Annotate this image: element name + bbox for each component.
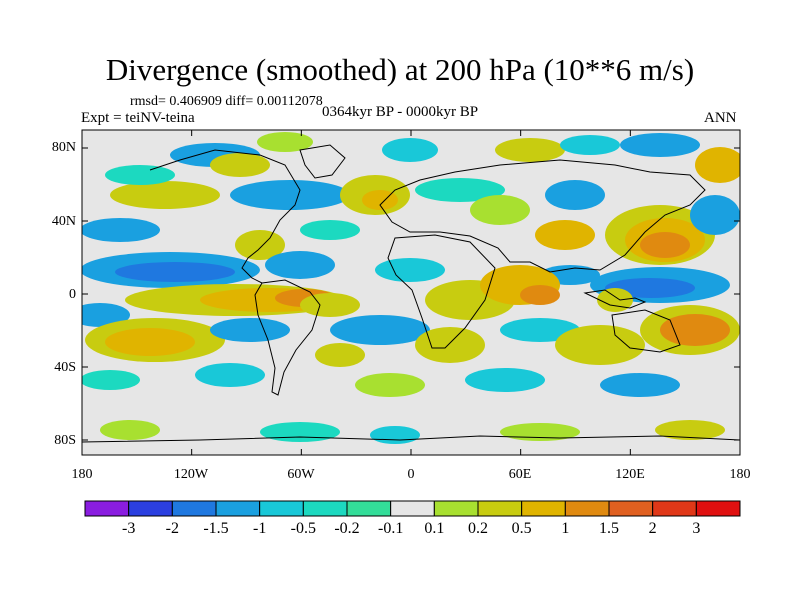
colorbar-label: -3 [121, 520, 136, 537]
coastlines [82, 144, 740, 443]
colorbar-label: 0.1 [424, 520, 445, 537]
contour-pos [655, 420, 725, 440]
colorbar-label: 0.2 [468, 520, 488, 537]
antarctica-coast [82, 435, 740, 443]
contour-neg [82, 303, 130, 327]
eurasia-coast [379, 159, 706, 273]
colorbar-label: 2 [648, 520, 657, 537]
contour-neg [115, 262, 235, 282]
lat-label: 0 [69, 287, 76, 302]
colorbar-swatch [433, 500, 479, 517]
indonesia-coast [583, 289, 647, 309]
lat-label: 40N [51, 214, 76, 229]
contour-pos [640, 232, 690, 258]
contour-neg [465, 368, 545, 392]
contour-neg [105, 165, 175, 185]
colorbar-swatch [84, 500, 130, 517]
lon-label: 180 [729, 467, 751, 482]
contour-neg [600, 373, 680, 397]
contour-pos [235, 230, 285, 260]
north-america-coast [149, 149, 301, 284]
australia-coast [611, 309, 681, 353]
plot-title: Divergence (smoothed) at 200 hPa (10**6 … [105, 52, 695, 87]
south-america-coast [254, 279, 321, 396]
stats-label: rmsd= 0.406909 diff= 0.00112078 [130, 94, 323, 109]
lat-label: 40S [54, 360, 76, 375]
contour-neg [82, 370, 140, 390]
colorbar-swatch [302, 500, 348, 517]
contour-neg [375, 258, 445, 282]
colorbar-swatch [215, 500, 261, 517]
axis-ticks [81, 130, 741, 455]
contour-neg [382, 138, 438, 162]
colorbar-swatch [259, 500, 304, 517]
lon-label: 120W [173, 467, 209, 482]
contour-neg [690, 195, 740, 235]
contour-pos [100, 420, 160, 440]
colorbar-label: -2 [165, 520, 179, 537]
africa-coast [387, 234, 496, 349]
colorbar-swatch [608, 500, 654, 517]
contour-neg [265, 251, 335, 279]
contour-pos [110, 181, 220, 209]
contour-neg [560, 135, 620, 155]
period-label: 0364kyr BP - 0000kyr BP [322, 104, 479, 120]
contour-pos [535, 220, 595, 250]
contour-neg [195, 363, 265, 387]
greenland-coast [299, 144, 346, 179]
contour-neg [300, 220, 360, 240]
colorbar-swatch [521, 500, 566, 517]
contour-neg [260, 422, 340, 442]
contour-neg [620, 133, 700, 157]
contour-neg [210, 318, 290, 342]
lon-label: 0 [407, 467, 415, 482]
lat-label: 80N [51, 140, 76, 155]
colorbar-swatch [695, 500, 741, 517]
experiment-label: Expt = teiNV-teina [81, 110, 195, 126]
contour-pos [257, 132, 313, 152]
contour-pos [555, 325, 645, 365]
lon-label: 120E [615, 467, 645, 482]
contour-fields [82, 132, 740, 444]
season-label: ANN [704, 110, 737, 126]
contour-neg [545, 180, 605, 210]
colorbar-swatch [652, 500, 697, 517]
lon-label: 60E [508, 467, 532, 482]
contour-neg [415, 178, 505, 202]
colorbar-label: -1 [252, 520, 267, 537]
contour-neg [82, 218, 160, 242]
contour-pos [520, 285, 560, 305]
colorbar-swatch [477, 500, 523, 517]
colorbar-label: 0.5 [511, 520, 532, 537]
contour-pos [210, 153, 270, 177]
lon-label: 180 [71, 467, 93, 482]
contour-pos [415, 327, 485, 363]
colorbar-swatch [346, 500, 392, 517]
contour-pos [355, 373, 425, 397]
lat-label: 80S [54, 433, 76, 448]
contour-neg [230, 180, 350, 210]
colorbar-swatch [128, 500, 173, 517]
colorbar-label: -1.5 [203, 520, 229, 537]
colorbar-swatch [171, 500, 217, 517]
contour-pos [470, 195, 530, 225]
contour-neg [330, 315, 430, 345]
colorbar-label: -0.2 [334, 520, 360, 537]
colorbar-label: -0.5 [290, 520, 316, 537]
contour-pos [105, 328, 195, 356]
contour-pos [495, 138, 565, 162]
colorbar-label: -0.1 [377, 520, 404, 537]
contour-pos [362, 190, 398, 210]
colorbar-label: 3 [692, 520, 701, 537]
lon-label: 60W [287, 467, 315, 482]
contour-pos [315, 343, 365, 367]
contour-pos [597, 288, 633, 312]
contour-pos [695, 147, 740, 183]
colorbar-label: 1.5 [599, 520, 619, 537]
colorbar-swatch [564, 500, 610, 517]
colorbar-swatch [390, 500, 435, 517]
colorbar-label: 1 [561, 520, 570, 537]
